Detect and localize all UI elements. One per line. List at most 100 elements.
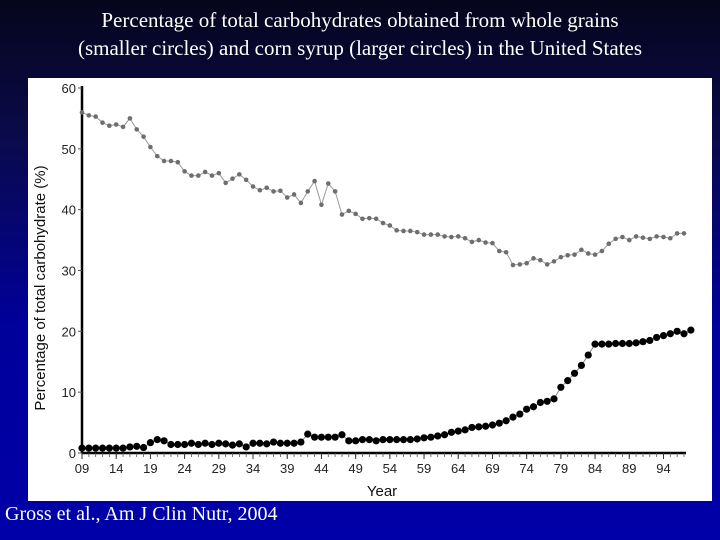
series-corn-syrup	[78, 326, 695, 452]
data-point	[640, 235, 646, 240]
x-tick-label: 19	[143, 461, 157, 476]
data-point	[674, 231, 680, 236]
data-point	[598, 340, 606, 348]
data-point	[112, 444, 120, 452]
y-tick-label: 10	[62, 385, 76, 400]
series-line	[81, 111, 684, 266]
data-point	[175, 159, 181, 165]
data-point	[625, 339, 633, 348]
data-point	[324, 433, 332, 441]
data-point	[373, 216, 379, 222]
data-point	[372, 437, 380, 445]
data-point	[353, 211, 358, 217]
x-tick-label: 24	[177, 461, 191, 476]
data-point	[230, 176, 235, 181]
data-point	[107, 123, 112, 129]
data-point	[570, 369, 579, 377]
data-point	[551, 259, 557, 264]
data-point	[120, 124, 126, 130]
data-point	[209, 173, 215, 178]
data-point	[182, 169, 187, 174]
data-point	[585, 251, 591, 256]
title-line-2: (smaller circles) and corn syrup (larger…	[77, 36, 643, 60]
data-point	[646, 336, 654, 345]
data-point	[386, 436, 394, 444]
ticks: 0 10 20 30 40 50 60 09 14 19 24 29 34 39 44 49 54 59 64 69 7…	[62, 81, 685, 476]
data-point	[516, 410, 524, 418]
data-point	[312, 178, 317, 184]
data-point	[358, 436, 367, 444]
citation: Gross et al., Am J Clin Nutr, 2004	[5, 503, 278, 525]
data-point	[632, 339, 640, 347]
data-point	[146, 439, 155, 447]
x-tick-label: 89	[622, 461, 636, 476]
data-point	[577, 361, 585, 369]
data-point	[538, 257, 543, 263]
x-tick-label: 44	[314, 461, 328, 476]
data-point	[639, 338, 647, 346]
data-point	[271, 189, 276, 194]
data-point	[606, 241, 612, 247]
data-point	[668, 235, 673, 241]
x-tick-label: 74	[519, 461, 533, 476]
data-point	[148, 144, 153, 150]
data-point	[187, 439, 196, 447]
data-point	[408, 228, 413, 234]
data-point	[216, 170, 222, 176]
data-point	[365, 436, 373, 444]
data-point	[620, 234, 625, 240]
data-point	[78, 444, 86, 452]
data-point	[584, 351, 592, 359]
data-point	[565, 252, 571, 258]
data-point	[455, 234, 461, 239]
data-point	[290, 439, 298, 447]
data-point	[235, 440, 243, 448]
data-point	[509, 413, 517, 421]
data-point	[435, 232, 441, 237]
data-point	[557, 383, 565, 391]
data-point	[434, 432, 442, 440]
chart-panel: 0 10 20 30 40 50 60 09 14 19 24 29 34 39 44 49 54 59 64 69 7…	[28, 78, 712, 501]
data-point	[558, 254, 564, 260]
data-point	[283, 439, 291, 447]
data-point	[263, 440, 271, 448]
data-point	[126, 443, 134, 451]
data-point	[332, 189, 338, 194]
y-tick-label: 20	[62, 324, 76, 339]
data-point	[319, 202, 324, 208]
data-point	[352, 437, 360, 445]
data-point	[298, 200, 304, 206]
data-point	[613, 236, 618, 242]
data-point	[201, 439, 209, 447]
data-point	[462, 235, 468, 241]
data-point	[297, 438, 305, 446]
data-point	[387, 223, 393, 228]
slide-title: Percentage of total carbohydrates obtain…	[0, 6, 720, 62]
data-point	[133, 442, 141, 450]
data-point	[394, 228, 399, 233]
axes	[80, 86, 686, 455]
data-point	[93, 114, 98, 119]
data-point	[139, 443, 148, 452]
series-whole-grains	[79, 110, 687, 268]
data-point	[536, 398, 544, 407]
data-point	[469, 239, 475, 245]
data-point	[488, 421, 497, 429]
data-point	[202, 169, 208, 175]
data-point	[482, 422, 490, 430]
data-point	[680, 330, 688, 338]
data-point	[599, 248, 605, 254]
data-point	[380, 220, 386, 226]
data-point	[367, 215, 372, 221]
data-point	[544, 262, 550, 267]
data-point	[475, 423, 483, 431]
data-point	[659, 331, 668, 340]
data-point	[413, 435, 421, 443]
data-point	[249, 439, 257, 447]
data-point	[98, 444, 107, 452]
data-point	[215, 439, 223, 447]
x-tick-label: 29	[212, 461, 226, 476]
title-line-1: Percentage of total carbohydrates obtain…	[101, 8, 619, 32]
data-point	[543, 397, 551, 405]
data-point	[399, 436, 408, 444]
